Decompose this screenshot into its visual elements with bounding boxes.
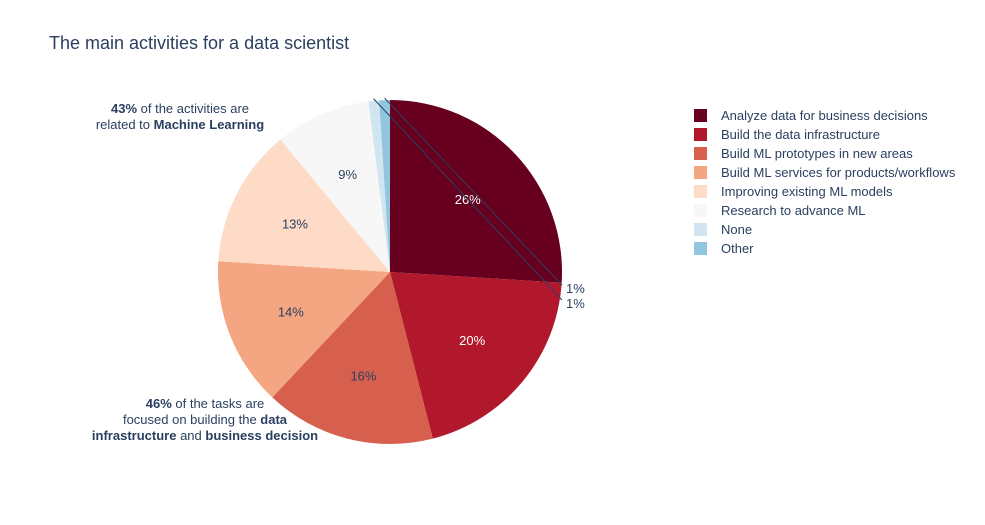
legend-swatch [694,166,707,179]
annotation-infra-text: of the tasks are [171,396,265,411]
legend-item[interactable]: Build ML prototypes in new areas [694,144,955,163]
pie-slice[interactable] [272,272,433,444]
slice-label: 16% [350,368,376,383]
legend-item[interactable]: Other [694,239,955,258]
legend-item[interactable]: Build the data infrastructure [694,125,955,144]
annotation-ml-bold: Machine Learning [153,117,265,132]
legend-item[interactable]: Analyze data for business decisions [694,106,955,125]
pie-slice[interactable] [390,272,562,439]
pie-slice[interactable] [218,261,390,398]
pie-slice[interactable] [379,100,390,272]
annotation-infra-bold-business: business decision [205,428,319,443]
slice-label: 13% [282,217,308,232]
annotation-infra-line2: focused on building the [122,412,261,427]
legend-label: Build ML prototypes in new areas [721,146,913,161]
legend-swatch [694,185,707,198]
legend-swatch [694,204,707,217]
legend-item[interactable]: Research to advance ML [694,201,955,220]
legend-label: Analyze data for business decisions [721,108,928,123]
slice-label: 14% [278,304,304,319]
legend-label: Build the data infrastructure [721,127,880,142]
legend-item[interactable]: Improving existing ML models [694,182,955,201]
legend: Analyze data for business decisions Buil… [694,106,955,258]
legend-item[interactable]: None [694,220,955,239]
annotation-machine-learning: 43% of the activities are related to Mac… [68,101,292,133]
slice-label-leader [384,97,563,286]
annotation-ml-text: of the activities are [137,101,250,116]
pie-slice[interactable] [368,100,390,272]
legend-swatch [694,223,707,236]
pie-slice[interactable] [390,100,562,283]
annotation-ml-percent: 43% [110,101,138,116]
legend-swatch [694,147,707,160]
legend-item[interactable]: Build ML services for products/workflows [694,163,955,182]
annotation-infra-bold-infrastructure: infrastructure [91,428,177,443]
slice-label: 1% [566,296,585,311]
chart-title: The main activities for a data scientist [49,33,350,53]
legend-swatch [694,128,707,141]
annotation-ml-prefix: related to [95,117,154,132]
annotation-infra-percent: 46% [145,396,172,411]
pie-labels: 26%20%16%14%13%9%1%1% [278,97,585,383]
pie-slices [218,100,562,444]
slice-label: 9% [338,167,357,182]
legend-label: None [721,222,753,237]
pie-slice[interactable] [218,139,390,272]
slice-label: 20% [459,333,485,348]
legend-label: Other [721,241,754,256]
legend-swatch [694,242,707,255]
pie-slice[interactable] [280,101,390,273]
annotation-infra-bold-data: data [260,412,288,427]
slice-label: 1% [566,281,585,296]
legend-label: Build ML services for products/workflows [721,165,956,180]
legend-swatch [694,109,707,122]
legend-label: Improving existing ML models [721,184,893,199]
legend-label: Research to advance ML [721,203,866,218]
slice-label-leader [373,98,563,301]
annotation-data-infrastructure: 46% of the tasks are focused on building… [60,396,350,444]
annotation-infra-and: and [176,428,206,443]
